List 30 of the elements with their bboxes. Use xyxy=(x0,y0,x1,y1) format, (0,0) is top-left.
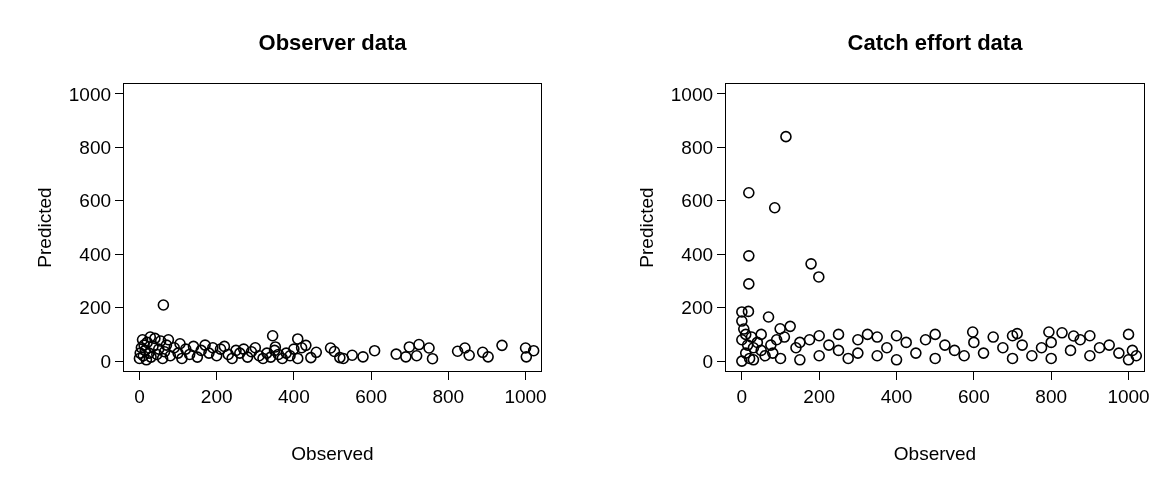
x-axis-title: Observed xyxy=(291,442,374,464)
y-tick-label: 800 xyxy=(681,136,714,158)
x-tick-label: 600 xyxy=(958,385,990,407)
y-tick-label: 0 xyxy=(100,350,112,372)
y-tick-label: 1000 xyxy=(68,83,112,105)
x-axis-title: Observed xyxy=(893,442,977,464)
y-axis-title: Predicted xyxy=(33,187,55,268)
y-tick-label: 600 xyxy=(79,190,112,212)
y-tick-label: 800 xyxy=(79,136,112,158)
y-tick-label: 1000 xyxy=(670,83,714,105)
y-tick-label: 600 xyxy=(681,190,714,212)
x-tick-label: 0 xyxy=(736,385,748,407)
chart-title: Observer data xyxy=(258,29,408,55)
y-tick-label: 400 xyxy=(79,243,112,265)
x-tick-label: 200 xyxy=(200,385,233,407)
x-tick-label: 0 xyxy=(134,385,145,407)
y-tick-label: 200 xyxy=(79,297,112,319)
x-tick-label: 400 xyxy=(880,385,913,407)
x-tick-label: 800 xyxy=(1035,385,1068,407)
x-tick-label: 1000 xyxy=(504,385,547,407)
x-tick-label: 1000 xyxy=(1107,385,1150,407)
chart-title: Catch effort data xyxy=(847,29,1024,55)
x-tick-label: 400 xyxy=(278,385,310,407)
y-tick-label: 400 xyxy=(681,243,714,265)
y-axis-title: Predicted xyxy=(635,187,657,268)
x-tick-label: 200 xyxy=(803,385,836,407)
y-tick-label: 0 xyxy=(702,350,714,372)
x-tick-label: 800 xyxy=(432,385,465,407)
x-tick-label: 600 xyxy=(355,385,387,407)
y-tick-label: 200 xyxy=(681,297,714,319)
